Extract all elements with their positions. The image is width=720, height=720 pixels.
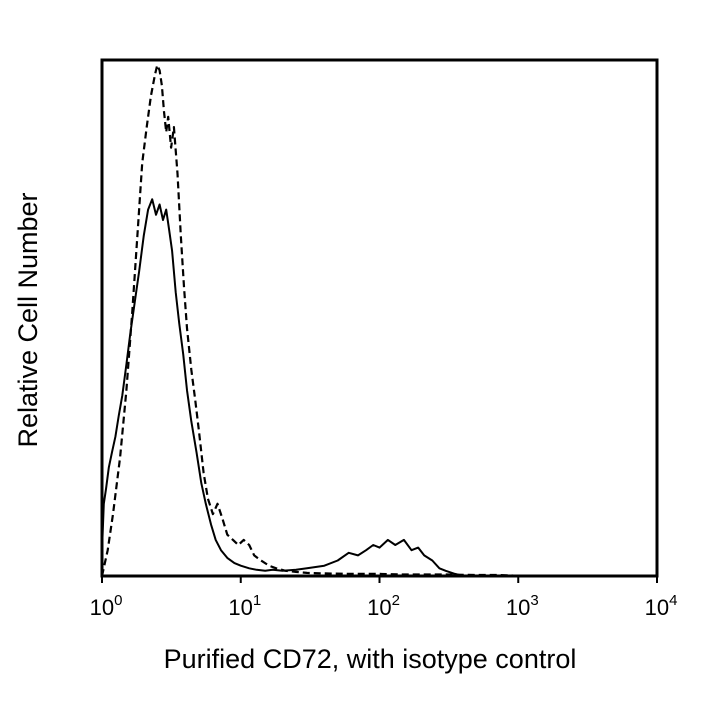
series-layer (100, 64, 519, 578)
x-tick-label: 104 (645, 592, 678, 620)
isotype-control-histogram-line (100, 64, 519, 578)
x-tick-label: 103 (506, 592, 539, 620)
x-axis-ticks: 100 101 102 103 104 (90, 576, 678, 620)
x-tick-label: 101 (228, 592, 261, 620)
cd72-histogram-line (101, 198, 464, 577)
x-axis-title: Purified CD72, with isotype control (164, 644, 577, 674)
x-tick-label: 100 (90, 592, 123, 620)
x-tick-label: 102 (367, 592, 400, 620)
y-axis-title: Relative Cell Number (13, 192, 43, 447)
